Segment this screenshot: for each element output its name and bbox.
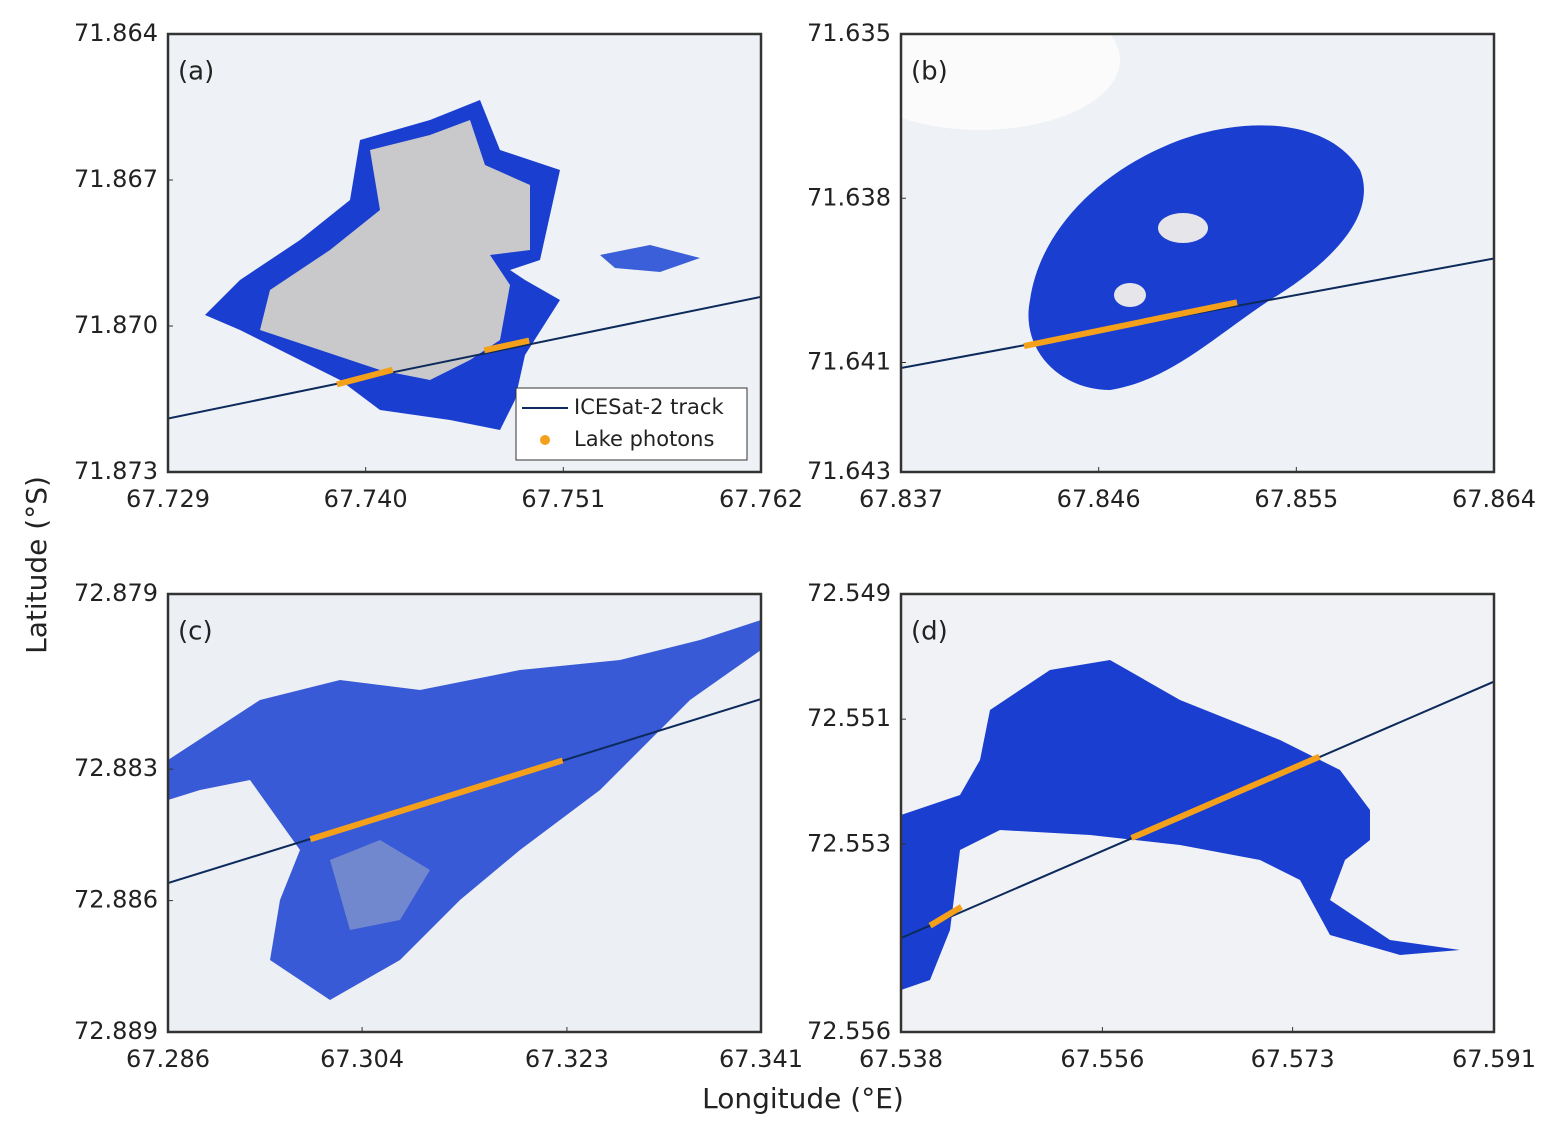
x-tick-label: 67.846 (1057, 485, 1141, 513)
y-tick-label: 72.883 (74, 754, 158, 782)
x-tick-label: 67.855 (1254, 485, 1338, 513)
lake-photons (483, 337, 530, 354)
y-tick-label: 71.641 (807, 348, 891, 376)
plot-frame (899, 592, 1496, 1034)
x-tick-label: 67.304 (320, 1045, 404, 1073)
y-tick-label: 71.635 (807, 19, 891, 47)
y-tick-label: 72.889 (74, 1017, 158, 1045)
y-tick-label: 72.879 (74, 579, 158, 607)
x-tick-label: 67.751 (521, 485, 605, 513)
lake-photons (928, 904, 963, 929)
lake-photons (336, 366, 394, 388)
y-tick-label: 71.643 (807, 457, 891, 485)
x-tick-label: 67.323 (525, 1045, 609, 1073)
x-tick-label: 67.538 (859, 1045, 943, 1073)
x-tick-label: 67.286 (126, 1045, 210, 1073)
y-tick-label: 71.873 (74, 457, 158, 485)
y-axis-label: Latitude (°S) (20, 476, 53, 654)
legend-box (515, 387, 748, 461)
lake-photons (1130, 753, 1321, 841)
panel-label: (b) (911, 57, 948, 87)
x-tick-label: 67.729 (126, 485, 210, 513)
panel (901, 257, 1494, 369)
y-tick-label: 72.886 (74, 886, 158, 914)
legend-swatch (540, 435, 550, 445)
x-tick-label: 67.837 (859, 485, 943, 513)
lake-photons (1023, 299, 1238, 350)
x-tick-label: 67.591 (1452, 1045, 1536, 1073)
lake-photons (309, 757, 564, 843)
y-tick-label: 72.553 (807, 829, 891, 857)
x-axis-label: Longitude (°E) (702, 1082, 904, 1115)
y-tick-label: 72.556 (807, 1017, 891, 1045)
x-tick-label: 67.341 (719, 1045, 803, 1073)
imagery (168, 34, 1494, 1032)
panel-label: (d) (911, 617, 948, 647)
panel-label: (c) (178, 617, 213, 647)
panel-label: (a) (178, 57, 214, 87)
y-tick-label: 71.870 (74, 311, 158, 339)
track-line (168, 295, 761, 420)
x-tick-label: 67.573 (1251, 1045, 1335, 1073)
y-tick-label: 71.864 (74, 19, 158, 47)
x-tick-label: 67.556 (1060, 1045, 1144, 1073)
plot-frame (899, 32, 1496, 474)
x-tick-label: 67.864 (1452, 485, 1536, 513)
x-tick-label: 67.762 (719, 485, 803, 513)
legend-label: Lake photons (574, 427, 714, 451)
y-tick-label: 72.551 (807, 704, 891, 732)
panel (901, 680, 1494, 940)
legend-label: ICESat-2 track (574, 395, 724, 419)
y-tick-label: 71.638 (807, 183, 891, 211)
plot-frame (166, 32, 763, 474)
x-tick-label: 67.740 (324, 485, 408, 513)
panel (168, 698, 761, 885)
y-tick-label: 71.867 (74, 165, 158, 193)
plot-frame (166, 592, 763, 1034)
panel (168, 295, 761, 420)
y-tick-label: 72.549 (807, 579, 891, 607)
